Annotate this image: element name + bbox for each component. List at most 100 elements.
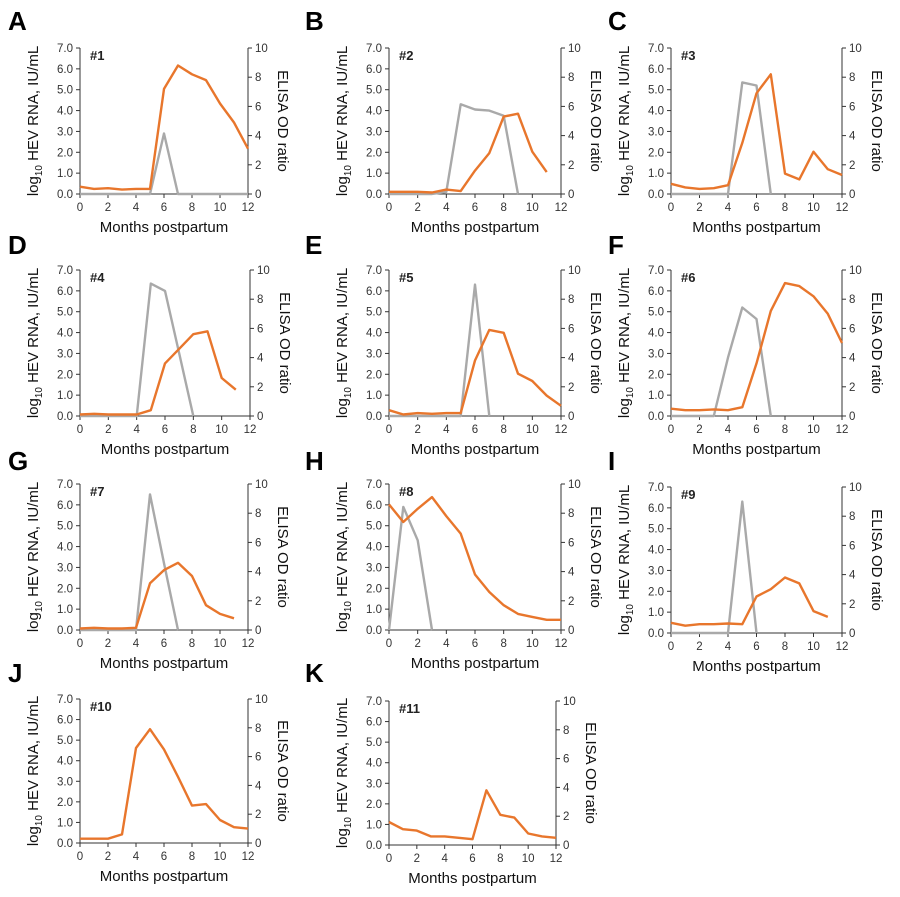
- x-tick-label: 6: [469, 853, 475, 865]
- y-tick-label: 2.0: [648, 586, 664, 598]
- y-tick-label: 2.0: [366, 147, 382, 159]
- y2-axis-title: ELISA OD ratio: [587, 70, 604, 172]
- x-tick-label: 4: [443, 202, 450, 214]
- x-tick-label: 12: [836, 641, 849, 653]
- hev-rna-series-line: [387, 505, 434, 631]
- x-tick-label: 6: [162, 424, 168, 436]
- x-tick-label: 12: [836, 202, 849, 214]
- y-tick-label: 7.0: [366, 43, 382, 55]
- y-tick-label: 4.0: [57, 756, 73, 768]
- x-tick-label: 0: [386, 853, 392, 865]
- x-tick-label: 6: [753, 641, 759, 653]
- x-tick-label: 2: [105, 424, 111, 436]
- hev-rna-series-line: [671, 500, 758, 635]
- y-tick-label: 2.0: [366, 369, 382, 381]
- x-tick-label: 4: [133, 638, 140, 650]
- chart-panel-e: E 0.0 1.0 2.0 3.0 4.0 5.0 6.0 7.0 0 2 4 6 8 10 0 2 4 6 8 10 1…: [305, 230, 604, 458]
- y-tick-label: 1.0: [648, 168, 664, 180]
- x-axis-title: Months postpartum: [100, 219, 228, 236]
- y2-tick-label: 6: [849, 540, 855, 552]
- y2-tick-label: 2: [257, 382, 263, 394]
- y-tick-label: 7.0: [648, 265, 664, 277]
- x-tick-label: 2: [414, 424, 420, 436]
- y-tick-label: 7.0: [57, 479, 73, 491]
- elisa-od-series-line: [388, 328, 562, 416]
- patient-label: #3: [681, 48, 695, 63]
- y-axis-title: log10 HEV RNA, IU/mL: [25, 268, 45, 418]
- x-tick-label: 6: [472, 638, 478, 650]
- x-tick-label: 0: [668, 424, 674, 436]
- elisa-od-series-line: [670, 73, 843, 191]
- x-axis-title: Months postpartum: [100, 655, 228, 672]
- y2-axis-title: ELISA OD ratio: [276, 292, 293, 394]
- y-tick-label: 6.0: [366, 500, 382, 512]
- patient-label: #2: [399, 48, 413, 63]
- y2-tick-label: 2: [568, 596, 574, 608]
- y2-tick-label: 10: [849, 43, 862, 55]
- patient-label: #9: [681, 487, 695, 502]
- x-tick-label: 6: [753, 424, 759, 436]
- y-tick-label: 7.0: [366, 265, 382, 277]
- y2-tick-label: 2: [849, 599, 855, 611]
- panel-letter: G: [8, 446, 28, 476]
- y-tick-label: 5.0: [366, 737, 382, 749]
- y2-tick-label: 4: [255, 780, 262, 792]
- y-axis-title: log10 HEV RNA, IU/mL: [334, 268, 354, 418]
- y2-tick-label: 4: [849, 353, 856, 365]
- patient-label: #1: [90, 48, 104, 63]
- y-tick-label: 7.0: [57, 43, 73, 55]
- y2-tick-label: 2: [568, 382, 574, 394]
- y-tick-label: 6.0: [57, 64, 73, 76]
- panel-letter: F: [608, 230, 624, 260]
- x-tick-label: 12: [555, 424, 568, 436]
- y2-tick-label: 2: [255, 160, 261, 172]
- y-tick-label: 3.0: [366, 348, 382, 360]
- patient-label: #6: [681, 270, 695, 285]
- patient-label: #4: [90, 270, 105, 285]
- y2-tick-label: 8: [255, 508, 261, 520]
- x-tick-label: 8: [190, 424, 196, 436]
- patient-label: #8: [399, 484, 413, 499]
- x-tick-label: 0: [77, 424, 83, 436]
- y-tick-label: 6.0: [366, 286, 382, 298]
- y2-axis-title: ELISA OD ratio: [587, 292, 604, 394]
- y-tick-label: 6.0: [57, 286, 73, 298]
- y2-tick-label: 8: [563, 725, 569, 737]
- y2-tick-label: 4: [568, 353, 575, 365]
- y2-tick-label: 6: [568, 101, 574, 113]
- y-tick-label: 1.0: [648, 390, 664, 402]
- y2-tick-label: 4: [255, 567, 262, 579]
- y2-tick-label: 10: [849, 482, 862, 494]
- x-tick-label: 4: [441, 853, 448, 865]
- chart-panel-i: I 0.0 1.0 2.0 3.0 4.0 5.0 6.0 7.0 0 2 4 6 8 10 0 2 4 6 8 10 1…: [608, 446, 885, 675]
- y2-tick-label: 10: [255, 479, 268, 491]
- x-tick-label: 2: [414, 638, 420, 650]
- y2-tick-label: 0: [255, 838, 261, 850]
- y2-tick-label: 10: [568, 479, 581, 491]
- y2-tick-label: 4: [568, 567, 575, 579]
- y-tick-label: 3.0: [648, 126, 664, 138]
- hev-rna-series-line: [80, 132, 248, 196]
- x-tick-label: 2: [696, 641, 702, 653]
- y2-tick-label: 4: [568, 131, 575, 143]
- y-tick-label: 0.0: [366, 189, 382, 201]
- x-tick-label: 0: [386, 424, 392, 436]
- x-tick-label: 0: [668, 641, 674, 653]
- y2-tick-label: 10: [257, 265, 270, 277]
- x-axis-title: Months postpartum: [408, 870, 536, 887]
- x-tick-label: 12: [242, 851, 255, 863]
- x-tick-label: 2: [696, 424, 702, 436]
- x-axis-title: Months postpartum: [100, 868, 228, 885]
- y-tick-label: 5.0: [648, 524, 664, 536]
- x-tick-label: 10: [526, 424, 539, 436]
- hev-rna-series-line: [389, 283, 491, 418]
- y-tick-label: 6.0: [648, 64, 664, 76]
- y-tick-label: 0.0: [57, 625, 73, 637]
- y-tick-label: 4.0: [366, 106, 382, 118]
- y2-tick-label: 6: [849, 101, 855, 113]
- x-tick-label: 4: [443, 424, 450, 436]
- y2-axis-title: ELISA OD ratio: [274, 70, 291, 172]
- x-tick-label: 10: [526, 638, 539, 650]
- x-tick-label: 2: [414, 202, 420, 214]
- y-axis-title: log10 HEV RNA, IU/mL: [334, 46, 354, 196]
